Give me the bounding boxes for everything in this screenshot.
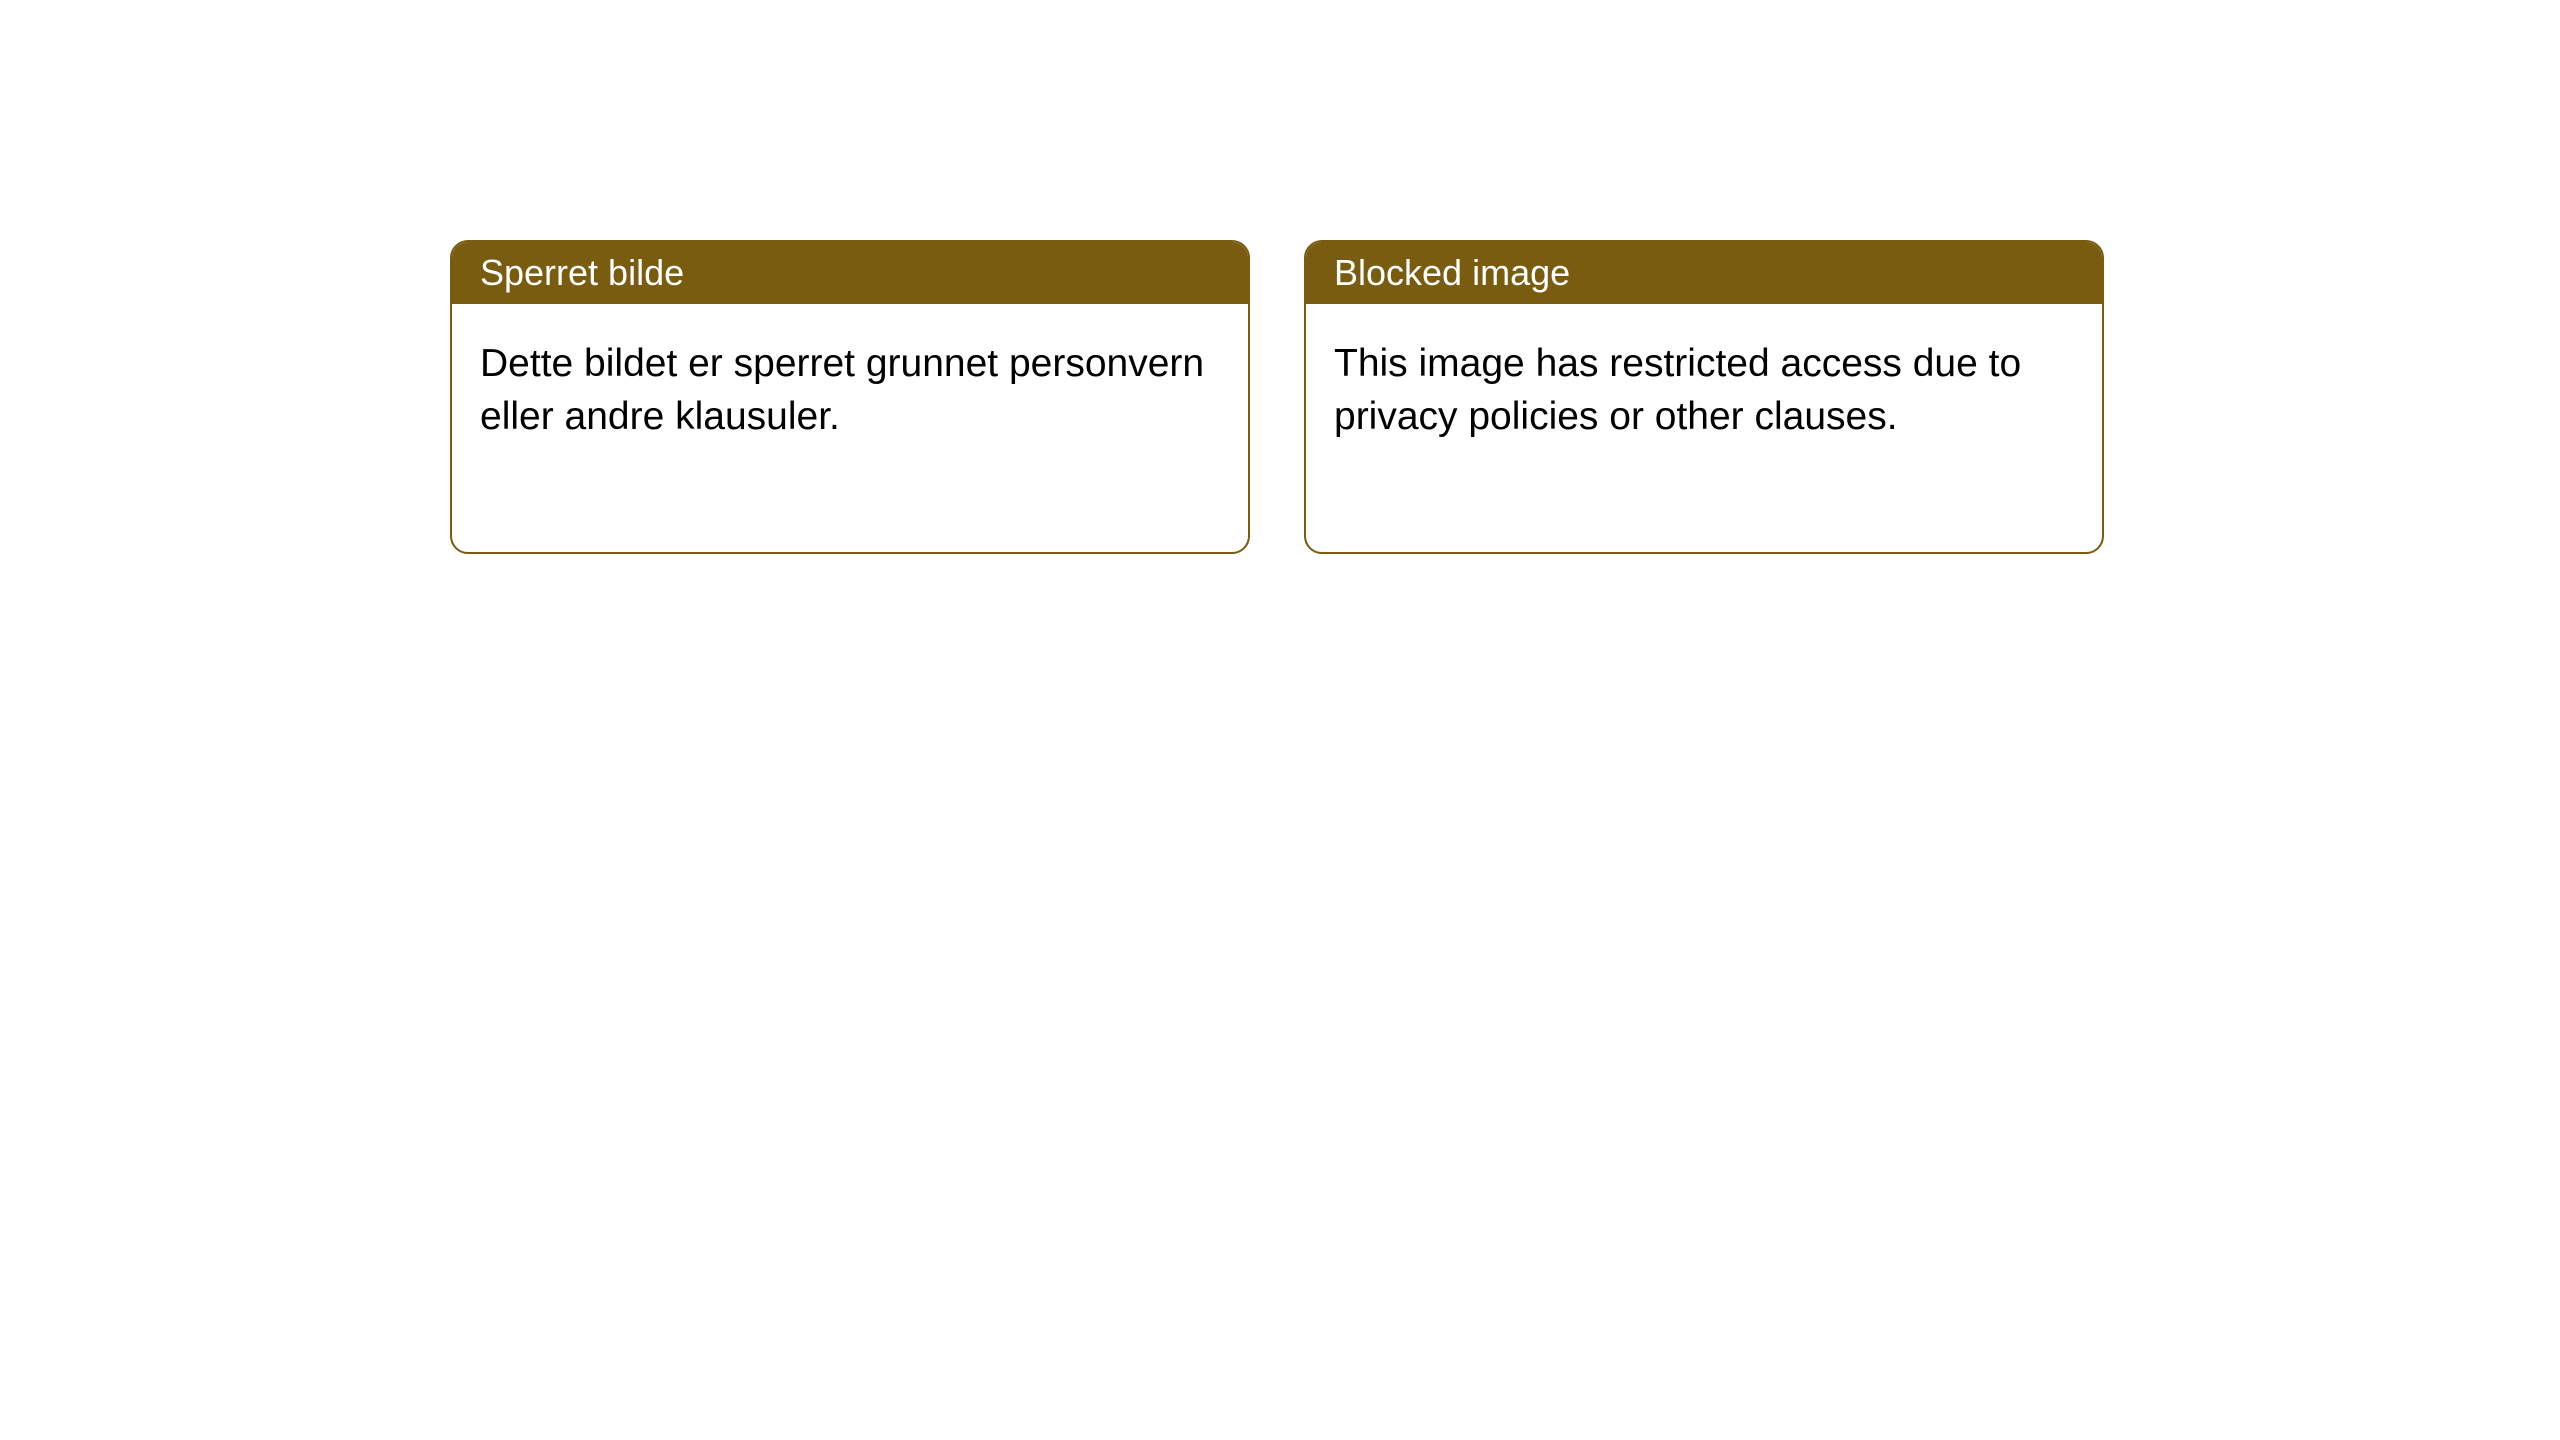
blocked-image-card-en: Blocked image This image has restricted … (1304, 240, 2104, 554)
card-title-en: Blocked image (1306, 242, 2102, 304)
card-title-no: Sperret bilde (452, 242, 1248, 304)
card-body-en: This image has restricted access due to … (1306, 304, 2102, 552)
card-body-no: Dette bildet er sperret grunnet personve… (452, 304, 1248, 552)
blocked-image-cards: Sperret bilde Dette bildet er sperret gr… (450, 240, 2560, 554)
blocked-image-card-no: Sperret bilde Dette bildet er sperret gr… (450, 240, 1250, 554)
